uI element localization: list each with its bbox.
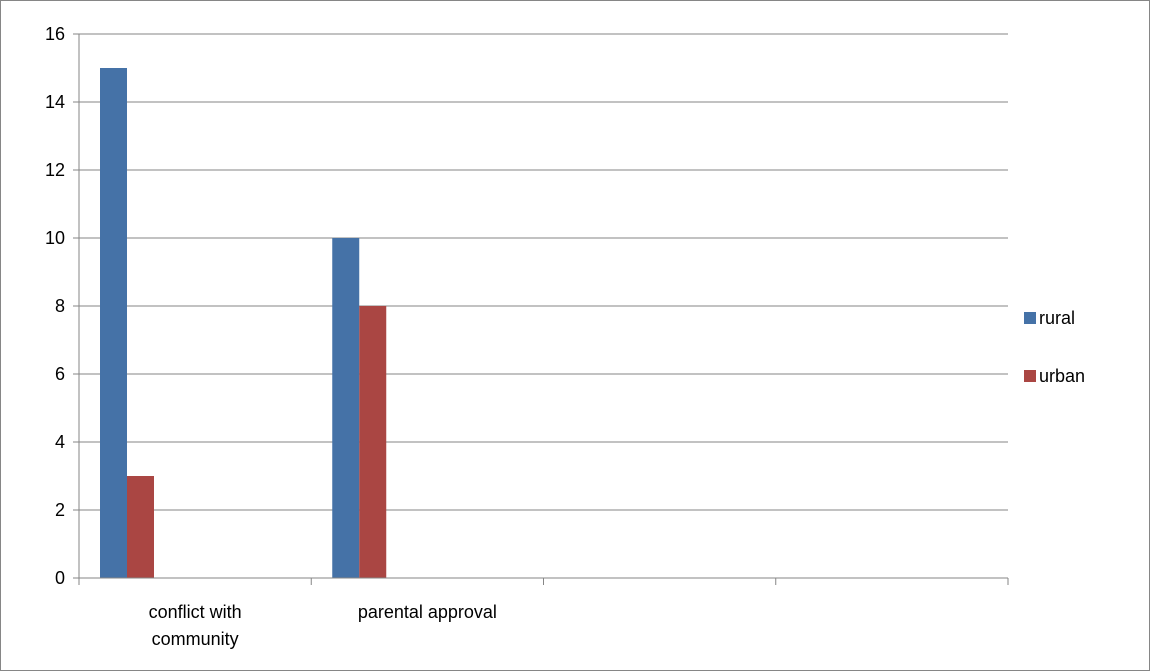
legend-label-urban: urban bbox=[1039, 366, 1085, 386]
y-tick-labels: 0 2 4 6 8 10 12 14 16 bbox=[45, 24, 65, 588]
bar-urban bbox=[359, 306, 387, 578]
y-tick-label: 4 bbox=[55, 432, 65, 452]
y-tick-label: 8 bbox=[55, 296, 65, 316]
bars bbox=[100, 68, 387, 578]
legend-swatch-urban bbox=[1024, 370, 1036, 382]
bar-rural bbox=[332, 238, 360, 578]
y-tick-label: 12 bbox=[45, 160, 65, 180]
y-tick-label: 10 bbox=[45, 228, 65, 248]
bar-rural bbox=[100, 68, 127, 578]
x-tick-label: conflict with bbox=[149, 602, 242, 622]
y-tick-label: 0 bbox=[55, 568, 65, 588]
y-tick-label: 16 bbox=[45, 24, 65, 44]
y-tick-label: 6 bbox=[55, 364, 65, 384]
y-tick-label: 2 bbox=[55, 500, 65, 520]
bar-urban bbox=[127, 476, 154, 578]
legend-label-rural: rural bbox=[1039, 308, 1075, 328]
x-tick-label: parental approval bbox=[358, 602, 497, 622]
axes bbox=[73, 33, 1009, 585]
legend: rural urban bbox=[1024, 308, 1085, 386]
gridlines bbox=[79, 33, 1008, 511]
x-tick-label: community bbox=[152, 629, 239, 649]
x-tick-labels: conflict with community parental approval bbox=[149, 602, 497, 649]
y-tick-label: 14 bbox=[45, 92, 65, 112]
legend-swatch-rural bbox=[1024, 312, 1036, 324]
